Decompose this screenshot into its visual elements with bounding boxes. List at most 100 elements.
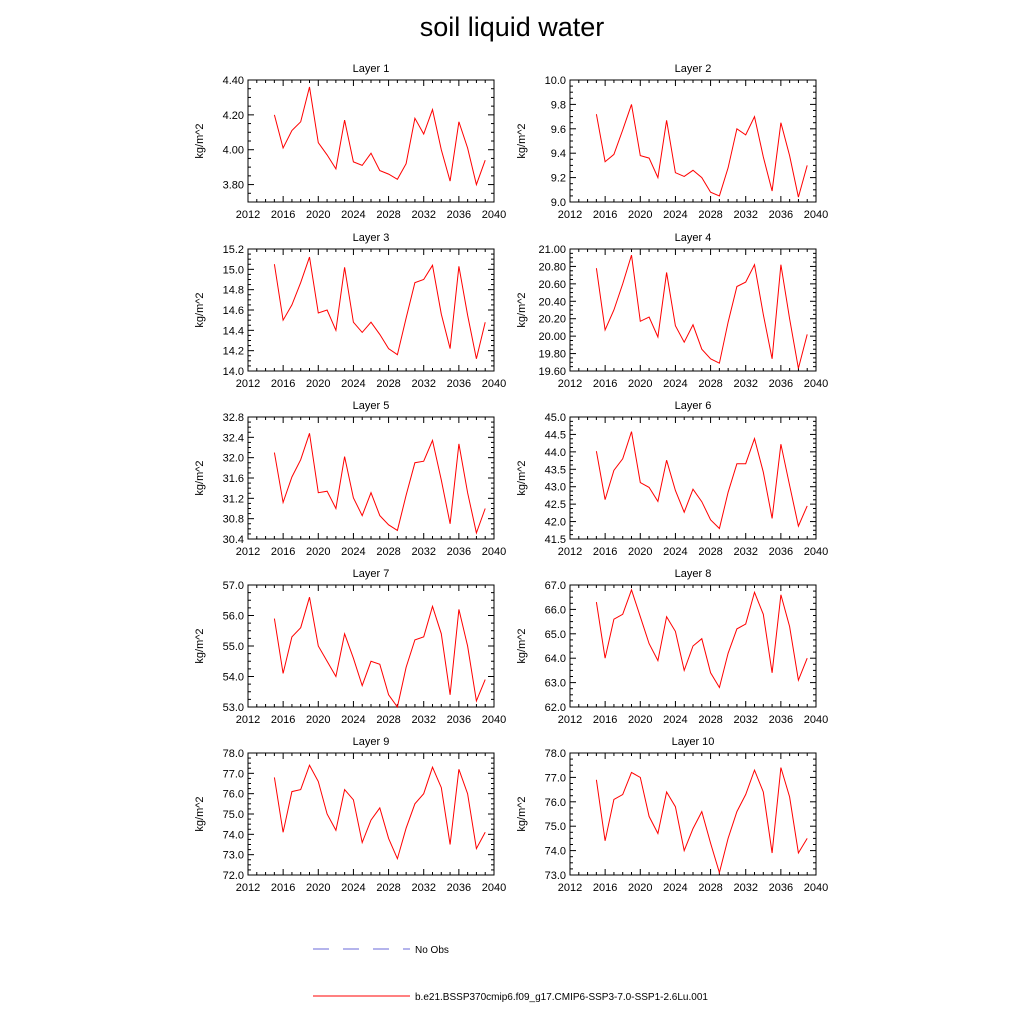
- x-tick-label: 2020: [628, 546, 652, 558]
- x-tick-label: 2036: [769, 882, 793, 894]
- x-tick-label: 2012: [236, 882, 260, 894]
- y-tick-label: 57.0: [223, 580, 244, 592]
- panel-title: Layer 6: [675, 400, 712, 412]
- y-axis-label: kg/m^2: [194, 292, 206, 327]
- y-tick-label: 10.0: [545, 75, 566, 87]
- x-tick-label: 2016: [271, 209, 295, 221]
- y-tick-label: 15.0: [223, 264, 244, 276]
- y-tick-label: 74.0: [223, 829, 244, 841]
- x-tick-label: 2040: [804, 882, 828, 894]
- panel-6: Layer 6 2012 2016 2020 2024 2028 2032 2036 2040 4…: [516, 400, 828, 558]
- panel-title: Layer 2: [675, 63, 712, 75]
- y-tick-label: 78.0: [223, 748, 244, 760]
- y-tick-label: 55.0: [223, 641, 244, 653]
- series-line: [273, 433, 486, 535]
- y-tick-label: 73.0: [223, 850, 244, 862]
- x-tick-label: 2016: [593, 378, 617, 390]
- y-tick-label: 67.0: [545, 580, 566, 592]
- series-line: [595, 254, 808, 369]
- y-tick-label: 4.20: [223, 110, 244, 122]
- x-tick-label: 2036: [447, 882, 471, 894]
- y-tick-label: 30.4: [223, 534, 244, 546]
- x-tick-label: 2012: [558, 209, 582, 221]
- x-tick-label: 2036: [447, 378, 471, 390]
- y-tick-label: 65.0: [545, 629, 566, 641]
- series-line: [595, 431, 808, 530]
- y-tick-label: 4.00: [223, 145, 244, 157]
- y-tick-label: 41.5: [545, 534, 566, 546]
- x-tick-label: 2024: [663, 209, 687, 221]
- x-tick-label: 2028: [376, 378, 400, 390]
- x-tick-label: 2032: [411, 714, 435, 726]
- x-tick-label: 2032: [411, 378, 435, 390]
- y-axis-label: kg/m^2: [194, 460, 206, 495]
- legend-label: No Obs: [415, 945, 449, 956]
- x-tick-label: 2024: [663, 714, 687, 726]
- y-tick-label: 73.0: [545, 870, 566, 882]
- panel-8: Layer 8 2012 2016 2020 2024 2028 2032 2036 2040 6…: [516, 568, 828, 726]
- y-tick-label: 31.2: [223, 493, 244, 505]
- y-tick-label: 9.6: [551, 124, 566, 136]
- panel-title: Layer 8: [675, 568, 712, 580]
- x-tick-label: 2020: [306, 209, 330, 221]
- panel-9: Layer 9 2012 2016 2020 2024 2028 2032 2036 2040 7…: [194, 736, 506, 894]
- y-tick-label: 42.0: [545, 517, 566, 529]
- x-tick-label: 2016: [593, 209, 617, 221]
- y-tick-label: 20.20: [538, 314, 566, 326]
- x-tick-label: 2036: [447, 714, 471, 726]
- x-tick-label: 2032: [733, 882, 757, 894]
- x-tick-label: 2036: [447, 546, 471, 558]
- x-tick-label: 2016: [593, 714, 617, 726]
- x-tick-label: 2028: [698, 546, 722, 558]
- y-axis-label: kg/m^2: [516, 292, 528, 327]
- y-tick-label: 15.2: [223, 244, 244, 256]
- plot-frame: [569, 79, 817, 203]
- x-tick-label: 2020: [306, 882, 330, 894]
- x-tick-label: 2012: [236, 546, 260, 558]
- x-tick-label: 2032: [733, 378, 757, 390]
- legend-label: b.e21.BSSP370cmip6.f09_g17.CMIP6-SSP3-7.…: [415, 992, 708, 1003]
- y-tick-label: 9.2: [551, 173, 566, 185]
- y-tick-label: 54.0: [223, 672, 244, 684]
- x-tick-label: 2016: [271, 882, 295, 894]
- x-tick-label: 2036: [769, 714, 793, 726]
- x-tick-label: 2012: [236, 209, 260, 221]
- x-tick-label: 2040: [482, 714, 506, 726]
- x-tick-label: 2020: [306, 546, 330, 558]
- y-tick-label: 21.00: [538, 244, 566, 256]
- x-tick-label: 2040: [804, 546, 828, 558]
- x-tick-label: 2036: [447, 209, 471, 221]
- x-tick-label: 2024: [663, 882, 687, 894]
- y-tick-label: 43.0: [545, 482, 566, 494]
- y-tick-label: 76.0: [223, 789, 244, 801]
- panel-title: Layer 5: [353, 400, 390, 412]
- plot-frame: [569, 248, 817, 372]
- figure-title: soil liquid water: [419, 12, 605, 42]
- x-tick-label: 2032: [733, 209, 757, 221]
- y-axis-label: kg/m^2: [516, 123, 528, 158]
- x-tick-label: 2012: [558, 378, 582, 390]
- x-tick-label: 2040: [804, 714, 828, 726]
- x-tick-label: 2028: [376, 882, 400, 894]
- y-tick-label: 32.8: [223, 412, 244, 424]
- x-tick-label: 2028: [698, 378, 722, 390]
- panel-10: Layer 10 2012 2016 2020 2024 2028 2032 2036 2040…: [516, 736, 828, 894]
- plot-frame: [247, 584, 495, 708]
- x-tick-label: 2036: [769, 378, 793, 390]
- x-tick-label: 2040: [804, 378, 828, 390]
- y-tick-label: 4.40: [223, 75, 244, 87]
- x-tick-label: 2012: [236, 378, 260, 390]
- y-tick-label: 78.0: [545, 748, 566, 760]
- panel-1: Layer 1 2012 2016 2020 2024 2028 2032 2036 2040 3…: [194, 63, 506, 221]
- x-tick-label: 2028: [698, 882, 722, 894]
- x-tick-label: 2032: [733, 546, 757, 558]
- x-tick-label: 2012: [236, 714, 260, 726]
- x-tick-label: 2036: [769, 209, 793, 221]
- x-tick-label: 2024: [663, 378, 687, 390]
- x-tick-label: 2032: [411, 209, 435, 221]
- y-tick-label: 64.0: [545, 653, 566, 665]
- plot-frame: [569, 416, 817, 540]
- panel-title: Layer 1: [353, 63, 390, 75]
- x-tick-label: 2020: [628, 714, 652, 726]
- y-tick-label: 14.8: [223, 285, 244, 297]
